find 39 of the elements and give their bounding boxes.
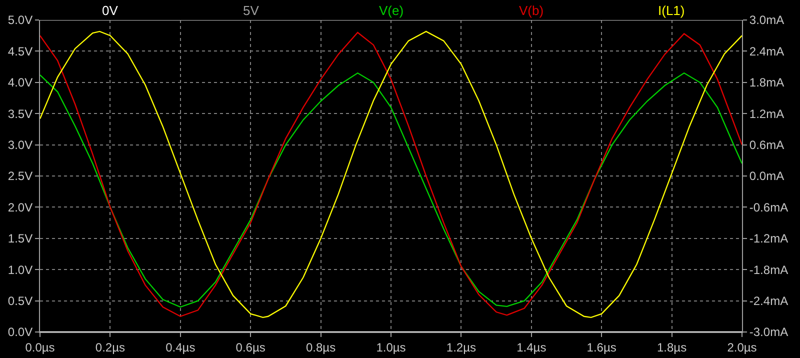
y2-tick-label: 3.0mA xyxy=(749,13,784,28)
x-tick-label: 0.4µs xyxy=(166,340,196,354)
y-tick-label: 0.5V xyxy=(8,294,33,308)
y2-tick-label: -1.8mA xyxy=(749,262,788,277)
y-tick-label: 2.5V xyxy=(8,169,33,184)
y-tick-label: 4.0V xyxy=(8,76,33,90)
y-tick-label: 4.5V xyxy=(8,44,33,58)
y2-tick-label: -2.4mA xyxy=(749,294,788,308)
x-tick-label: 0.2µs xyxy=(95,340,126,354)
x-tick-label: 1.2µs xyxy=(446,340,476,354)
y-tick-label: 5.0V xyxy=(8,13,33,28)
x-tick-label: 0.0µs xyxy=(25,340,55,354)
x-tick-label: 1.8µs xyxy=(656,340,687,354)
y-tick-label: 3.5V xyxy=(8,106,33,121)
x-tick-label: 0.8µs xyxy=(306,340,336,354)
x-tick-label: 1.0µs xyxy=(376,340,406,354)
x-tick-label: 1.6µs xyxy=(586,340,616,354)
text: 0V xyxy=(102,3,118,18)
y-tick-label: 3.0V xyxy=(8,138,33,152)
text: V(b) xyxy=(519,3,544,18)
y2-tick-label: -3.0mA xyxy=(749,325,788,340)
x-tick-label: 0.6µs xyxy=(236,340,266,354)
y-tick-label: 0.0V xyxy=(8,325,33,340)
x-tick-label: 1.4µs xyxy=(516,340,546,354)
text: V(e) xyxy=(379,3,404,18)
y-tick-label: 1.0V xyxy=(8,262,33,277)
text: I(L1) xyxy=(658,3,685,18)
y2-tick-label: -1.2mA xyxy=(749,232,788,246)
y2-tick-label: -0.6mA xyxy=(749,200,788,214)
y2-tick-label: 1.2mA xyxy=(749,106,784,121)
y2-tick-label: 2.4mA xyxy=(749,44,784,58)
series-label: 5V xyxy=(243,3,260,18)
y-tick-label: 1.5V xyxy=(8,232,33,246)
line-series xyxy=(40,72,742,308)
y2-tick-label: 0.0mA xyxy=(749,169,784,184)
x-tick-label: 2.0µs xyxy=(727,340,757,354)
y2-tick-label: 0.6mA xyxy=(749,138,784,152)
y-tick-label: 2.0V xyxy=(8,200,33,214)
y2-tick-label: 1.8mA xyxy=(749,76,784,90)
